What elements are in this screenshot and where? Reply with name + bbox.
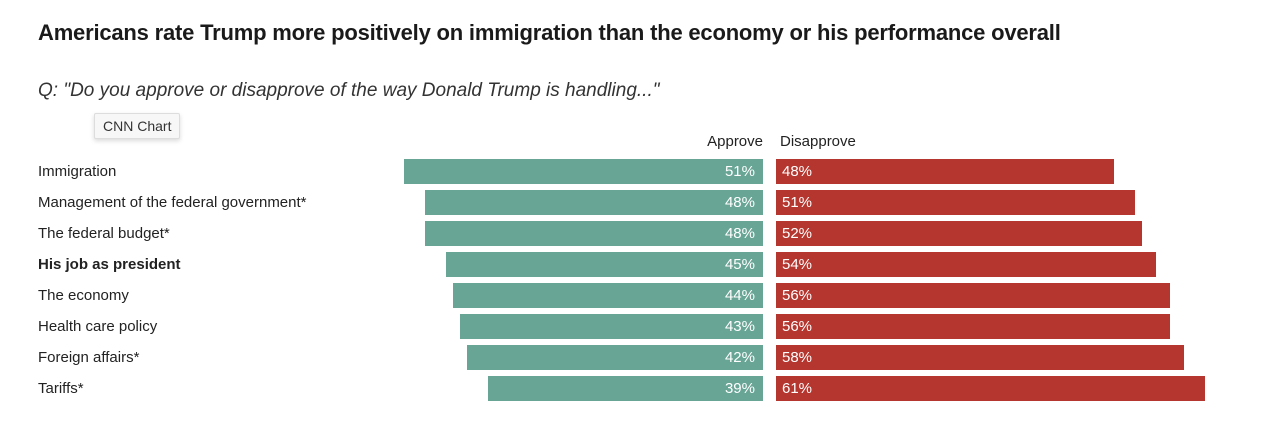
category-label: Health care policy xyxy=(38,318,158,335)
disapprove-bar: 51% xyxy=(776,190,1136,215)
category-label: Foreign affairs* xyxy=(38,349,140,366)
approve-bar: 43% xyxy=(460,314,763,339)
approve-bar: 42% xyxy=(467,345,763,370)
disapprove-bar: 58% xyxy=(776,345,1185,370)
approve-bar: 51% xyxy=(403,159,763,184)
chart-tooltip: CNN Chart xyxy=(94,113,181,139)
chart-title: Americans rate Trump more positively on … xyxy=(38,20,1061,45)
approve-bar: 45% xyxy=(446,252,763,277)
approve-bar: 48% xyxy=(425,221,763,246)
disapprove-bar: 48% xyxy=(776,159,1114,184)
disapprove-bar: 56% xyxy=(776,283,1171,308)
disapprove-bar: 56% xyxy=(776,314,1171,339)
legend-approve: Approve xyxy=(707,133,763,150)
chart-subtitle: Q: "Do you approve or disapprove of the … xyxy=(38,80,660,101)
disapprove-bar: 52% xyxy=(776,221,1143,246)
disapprove-bar: 61% xyxy=(776,376,1206,401)
category-label: Tariffs* xyxy=(38,380,84,397)
approve-bar: 48% xyxy=(425,190,763,215)
category-label: His job as president xyxy=(38,256,181,273)
category-label: Management of the federal government* xyxy=(38,194,307,211)
category-label: The federal budget* xyxy=(38,225,170,242)
legend-disapprove: Disapprove xyxy=(780,133,856,150)
approve-bar: 44% xyxy=(453,283,763,308)
category-label: The economy xyxy=(38,287,129,304)
category-label: Immigration xyxy=(38,163,117,180)
disapprove-bar: 54% xyxy=(776,252,1157,277)
approve-bar: 39% xyxy=(488,376,763,401)
